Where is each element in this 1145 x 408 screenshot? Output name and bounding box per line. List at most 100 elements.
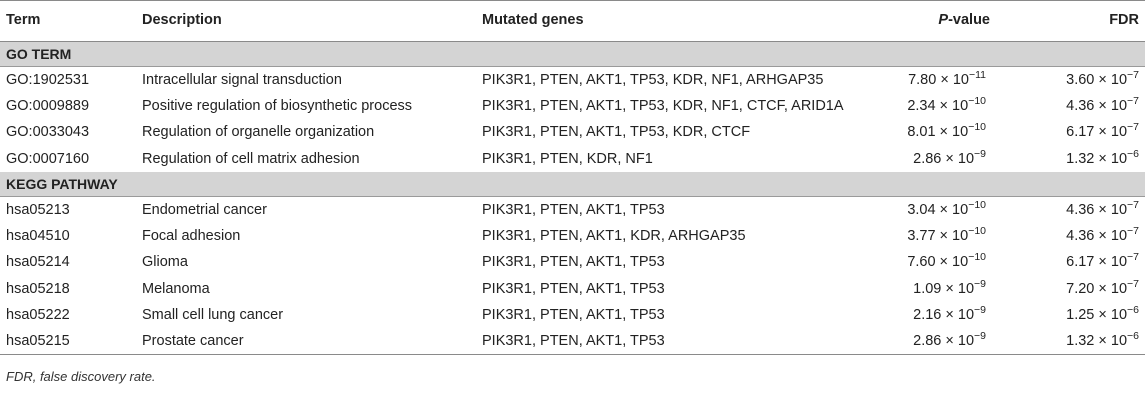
term-cell: hsa05213 — [6, 202, 70, 219]
term-cell: GO:0007160 — [6, 150, 90, 167]
table-row: GO:0033043 Regulation of organelle organi… — [0, 119, 1145, 145]
fdr-cell-exponent: −7 — [1127, 68, 1139, 81]
table-row: hsa05218 Melanoma PIK3R1, PTEN, AKT1, TP53… — [0, 276, 1145, 302]
fdr-cell-mantissa: 1.32 × 10 — [1066, 333, 1128, 350]
fdr-cell-exponent: −7 — [1127, 277, 1139, 290]
description-cell: Melanoma — [142, 280, 210, 297]
mutated-genes-cell: PIK3R1, PTEN, AKT1, KDR, ARHGAP35 — [482, 228, 746, 245]
fdr-cell-exponent: −7 — [1127, 251, 1139, 264]
mutated-genes-cell: PIK3R1, PTEN, AKT1, TP53 — [482, 307, 665, 324]
term-cell: hsa05215 — [6, 333, 70, 350]
mutated-genes-cell: PIK3R1, PTEN, AKT1, TP53 — [482, 333, 665, 350]
p-value-cell: 2.86 × 10−9 — [878, 145, 1008, 171]
p-value-cell: 2.86 × 10−9 — [878, 328, 1008, 354]
p-value-cell-mantissa: 1.09 × 10 — [913, 280, 975, 297]
fdr-cell: 6.17 × 10−7 — [1008, 119, 1145, 145]
table-row: hsa05214 Glioma PIK3R1, PTEN, AKT1, TP53 7.… — [0, 249, 1145, 275]
p-value-cell-exponent: −9 — [974, 147, 986, 160]
table-row: GO:1902531 Intracellular signal transduct… — [0, 67, 1145, 93]
fdr-cell-mantissa: 4.36 × 10 — [1066, 97, 1128, 114]
header-fdr: FDR — [1109, 12, 1139, 28]
header-p-italic: P — [938, 12, 949, 28]
p-value-cell-mantissa: 2.86 × 10 — [913, 333, 975, 350]
p-value-cell-exponent: −9 — [974, 330, 986, 343]
fdr-cell-exponent: −6 — [1127, 304, 1139, 317]
mutated-genes-cell: PIK3R1, PTEN, AKT1, TP53, KDR, NF1, CTCF… — [482, 97, 844, 114]
fdr-cell: 4.36 × 10−7 — [1008, 197, 1145, 223]
p-value-cell-mantissa: 3.04 × 10 — [907, 202, 969, 219]
p-value-cell-exponent: −9 — [974, 277, 986, 290]
fdr-cell: 1.32 × 10−6 — [1008, 328, 1145, 354]
fdr-cell-exponent: −7 — [1127, 199, 1139, 212]
description-cell: Intracellular signal transduction — [142, 71, 342, 88]
p-value-cell-exponent: −10 — [968, 199, 986, 212]
fdr-cell: 7.20 × 10−7 — [1008, 276, 1145, 302]
fdr-cell-mantissa: 3.60 × 10 — [1066, 71, 1128, 88]
p-value-cell-mantissa: 2.34 × 10 — [907, 97, 969, 114]
fdr-cell-mantissa: 6.17 × 10 — [1066, 254, 1128, 271]
fdr-cell-mantissa: 6.17 × 10 — [1066, 124, 1128, 141]
mutated-genes-cell: PIK3R1, PTEN, KDR, NF1 — [482, 150, 653, 167]
p-value-cell-mantissa: 7.80 × 10 — [908, 71, 969, 88]
fdr-cell: 1.25 × 10−6 — [1008, 302, 1145, 328]
header-mutated-genes: Mutated genes — [482, 12, 584, 28]
term-cell: hsa04510 — [6, 228, 70, 245]
p-value-cell-exponent: −10 — [968, 94, 986, 107]
term-cell: GO:0033043 — [6, 124, 90, 141]
mutated-genes-cell: PIK3R1, PTEN, AKT1, TP53 — [482, 280, 665, 297]
p-value-cell-exponent: −10 — [968, 251, 986, 264]
term-cell: hsa05214 — [6, 254, 70, 271]
fdr-cell-exponent: −6 — [1127, 330, 1139, 343]
fdr-cell: 6.17 × 10−7 — [1008, 249, 1145, 275]
p-value-cell-mantissa: 7.60 × 10 — [907, 254, 969, 271]
p-value-cell-mantissa: 2.86 × 10 — [913, 150, 975, 167]
table-row: hsa05215 Prostate cancer PIK3R1, PTEN, AKT… — [0, 328, 1145, 355]
p-value-cell: 7.60 × 10−10 — [878, 249, 1008, 275]
p-value-cell-exponent: −10 — [968, 121, 986, 134]
table-header: Term Description Mutated genes P-value F… — [0, 0, 1145, 42]
mutated-genes-cell: PIK3R1, PTEN, AKT1, TP53, KDR, NF1, ARHG… — [482, 71, 824, 88]
section-header-row: KEGG PATHWAY — [0, 171, 1145, 197]
description-cell: Glioma — [142, 254, 188, 271]
fdr-cell: 3.60 × 10−7 — [1008, 67, 1145, 93]
mutated-genes-cell: PIK3R1, PTEN, AKT1, TP53, KDR, CTCF — [482, 124, 751, 141]
fdr-cell-exponent: −7 — [1127, 121, 1139, 134]
fdr-cell-exponent: −7 — [1127, 94, 1139, 107]
fdr-cell: 1.32 × 10−6 — [1008, 145, 1145, 171]
p-value-cell: 1.09 × 10−9 — [878, 276, 1008, 302]
description-cell: Regulation of organelle organization — [142, 124, 375, 141]
enrichment-table: Term Description Mutated genes P-value F… — [0, 0, 1145, 355]
p-value-cell-exponent: −11 — [968, 68, 986, 81]
mutated-genes-cell: PIK3R1, PTEN, AKT1, TP53 — [482, 254, 665, 271]
p-value-cell: 7.80 × 10−11 — [878, 67, 1008, 93]
term-cell: GO:0009889 — [6, 97, 90, 114]
term-cell: hsa05218 — [6, 280, 70, 297]
header-p-rest: -value — [948, 12, 990, 28]
section-title: KEGG PATHWAY — [6, 175, 118, 192]
fdr-cell-mantissa: 4.36 × 10 — [1066, 228, 1128, 245]
p-value-cell-exponent: −9 — [974, 304, 986, 317]
table-row: GO:0009889 Positive regulation of biosynt… — [0, 93, 1145, 119]
table-row: hsa05222 Small cell lung cancer PIK3R1, PT… — [0, 302, 1145, 328]
p-value-cell-exponent: −10 — [968, 225, 986, 238]
header-p-value: P-value — [878, 1, 1008, 42]
p-value-cell: 8.01 × 10−10 — [878, 119, 1008, 145]
description-cell: Focal adhesion — [142, 228, 241, 245]
p-value-cell-mantissa: 2.16 × 10 — [913, 307, 975, 324]
header-row: Term Description Mutated genes P-value F… — [0, 0, 1145, 42]
description-cell: Positive regulation of biosynthetic proc… — [142, 97, 413, 114]
enrichment-table-container: Term Description Mutated genes P-value F… — [0, 0, 1145, 384]
description-cell: Small cell lung cancer — [142, 307, 284, 324]
table-body: GO TERM GO:1902531 Intracellular signal tr… — [0, 41, 1145, 355]
table-footnote: FDR, false discovery rate. — [6, 368, 156, 384]
p-value-cell: 2.34 × 10−10 — [878, 93, 1008, 119]
fdr-cell-exponent: −6 — [1127, 147, 1139, 160]
p-value-cell: 3.77 × 10−10 — [878, 223, 1008, 249]
fdr-cell: 4.36 × 10−7 — [1008, 93, 1145, 119]
description-cell: Endometrial cancer — [142, 202, 267, 219]
mutated-genes-cell: PIK3R1, PTEN, AKT1, TP53 — [482, 202, 665, 219]
header-description: Description — [142, 12, 222, 28]
term-cell: hsa05222 — [6, 307, 70, 324]
term-cell: GO:1902531 — [6, 71, 90, 88]
p-value-cell-mantissa: 8.01 × 10 — [907, 124, 969, 141]
